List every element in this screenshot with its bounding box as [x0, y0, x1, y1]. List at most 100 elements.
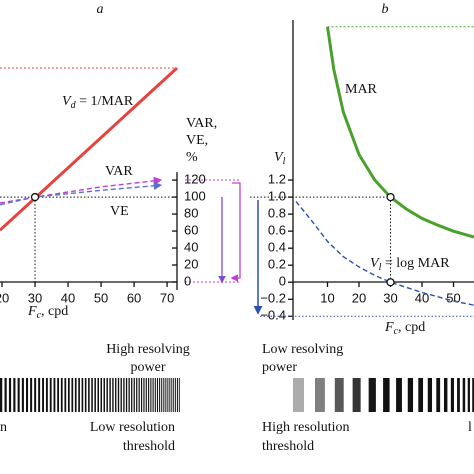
x-tick-label: 40 — [415, 290, 429, 305]
label: Fc, cpd — [27, 304, 68, 321]
grating-bar — [64, 378, 67, 412]
label-rest: , cpd — [41, 304, 68, 319]
x-tick-label: 60 — [127, 290, 141, 305]
grating-bar — [136, 378, 138, 412]
grating-bar — [84, 378, 87, 412]
grating-bar — [396, 378, 402, 412]
grating-bar — [154, 378, 156, 412]
caption: l — [468, 420, 472, 435]
y-axis-label: Vl — [274, 150, 286, 167]
y-tick-label: 0.4 — [268, 240, 286, 255]
grating-bar — [53, 378, 56, 412]
grating-bar — [368, 378, 376, 412]
y-tick-label: 0 — [184, 273, 191, 288]
grating-bar — [94, 378, 96, 412]
grating-bar — [123, 378, 125, 412]
y-tick-label: 1.0 — [268, 189, 286, 204]
y-axis-label: VAR, — [186, 116, 217, 131]
y-tick-label: 60 — [184, 222, 198, 237]
grating-bar — [109, 378, 111, 412]
grating-bar — [38, 378, 41, 412]
grating-bar — [13, 378, 16, 412]
y-tick-label: 80 — [184, 206, 198, 221]
grating-bar — [161, 378, 163, 412]
label: Vl = log MAR — [370, 256, 450, 273]
caption: Low resolving — [262, 342, 343, 357]
side-arrows — [185, 179, 263, 315]
grating-bar — [159, 378, 161, 412]
grating-bar — [97, 378, 100, 412]
grating-bar — [115, 378, 117, 412]
y-tick-label: 0.6 — [268, 223, 286, 238]
grating-bar — [173, 378, 175, 412]
grating-bar — [88, 378, 90, 412]
grating-bar — [407, 378, 414, 412]
grating-bar — [315, 378, 325, 412]
panel-title: b — [382, 2, 389, 17]
grating-bar — [78, 378, 80, 412]
grating-bar — [450, 378, 454, 412]
grating-bar — [334, 378, 344, 412]
y-tick-label: 100 — [184, 189, 206, 204]
y-tick-label: −0.4 — [260, 308, 286, 323]
grating-bar — [443, 378, 448, 412]
y-axis-label: % — [186, 150, 198, 165]
grating-bar — [60, 378, 63, 412]
grating-bar — [156, 378, 159, 412]
label-sub: l — [379, 262, 382, 273]
label-rest: , cpd — [398, 320, 425, 335]
x-tick-label: 30 — [383, 290, 397, 305]
grating-bar — [100, 378, 103, 412]
grating-bar — [383, 378, 390, 412]
y-axis-label: VE, — [186, 133, 208, 148]
grating-bar — [143, 378, 145, 412]
label: Fc, cpd — [384, 320, 425, 337]
intersection — [386, 278, 395, 287]
label-var: F — [27, 304, 37, 319]
grating-bar — [120, 378, 122, 412]
y-tick-label: 40 — [184, 239, 198, 254]
caption: power — [262, 360, 297, 375]
grating-bar — [175, 378, 177, 412]
series-line — [295, 200, 474, 306]
y-tick-label: 1.2 — [268, 172, 286, 187]
grating-bar — [26, 378, 29, 412]
grating-right — [293, 378, 474, 412]
label-rest: = log MAR — [381, 256, 450, 271]
grating-bar — [45, 378, 48, 412]
grating-bar — [117, 378, 120, 412]
grating-bar — [0, 378, 3, 412]
caption: threshold — [123, 439, 175, 454]
label-var: V — [62, 94, 72, 109]
grating-bar — [163, 378, 165, 412]
grating-bar — [178, 378, 180, 412]
label-rest: = 1/MAR — [76, 94, 134, 109]
series-line — [0, 181, 163, 206]
grating-bar — [167, 378, 169, 412]
label-sub: c — [394, 326, 399, 337]
grating-bar — [293, 378, 304, 412]
caption: threshold — [262, 439, 314, 454]
x-tick-label: 50 — [446, 290, 460, 305]
caption: High resolution — [262, 420, 350, 435]
grating-bar — [148, 378, 150, 412]
grating-bar — [140, 378, 143, 412]
y-tick-label: −0.2 — [260, 291, 286, 306]
grating-bar — [169, 378, 171, 412]
grating-bar — [128, 378, 130, 412]
grating-bar — [42, 378, 45, 412]
y-tick-label: 0.2 — [268, 257, 286, 272]
grating-bar — [103, 378, 105, 412]
x-tick-label: 20 — [0, 290, 9, 305]
y-tick-label: 20 — [184, 256, 198, 271]
grating-bar — [177, 378, 178, 412]
series-label: VE — [110, 204, 129, 219]
grating-bar — [49, 378, 52, 412]
grating-bar — [352, 378, 361, 412]
grating-bar — [145, 378, 147, 412]
caption: power — [131, 360, 166, 375]
grating-bar — [71, 378, 74, 412]
grating-bar — [17, 378, 20, 412]
label-var: V — [370, 256, 380, 271]
